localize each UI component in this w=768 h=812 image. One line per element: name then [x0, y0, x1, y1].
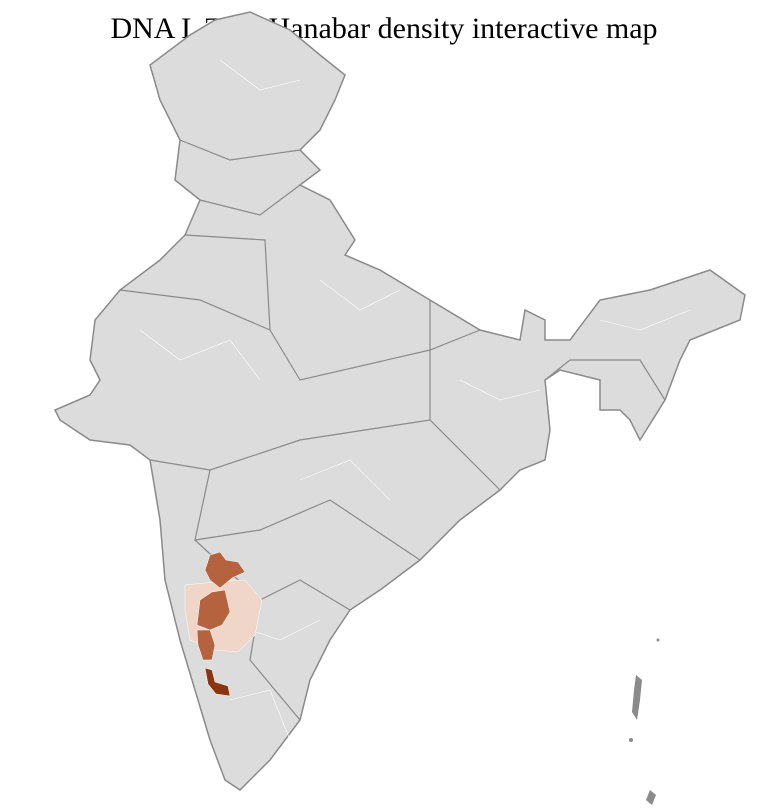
density-region-medium[interactable]: [196, 589, 231, 631]
india-landmass[interactable]: [53, 11, 746, 791]
density-region-high[interactable]: [204, 667, 231, 697]
district-borders: [139, 59, 691, 741]
density-region-medium[interactable]: [196, 629, 216, 661]
andaman-islands[interactable]: [629, 638, 660, 806]
density-region-medium[interactable]: [204, 551, 246, 589]
